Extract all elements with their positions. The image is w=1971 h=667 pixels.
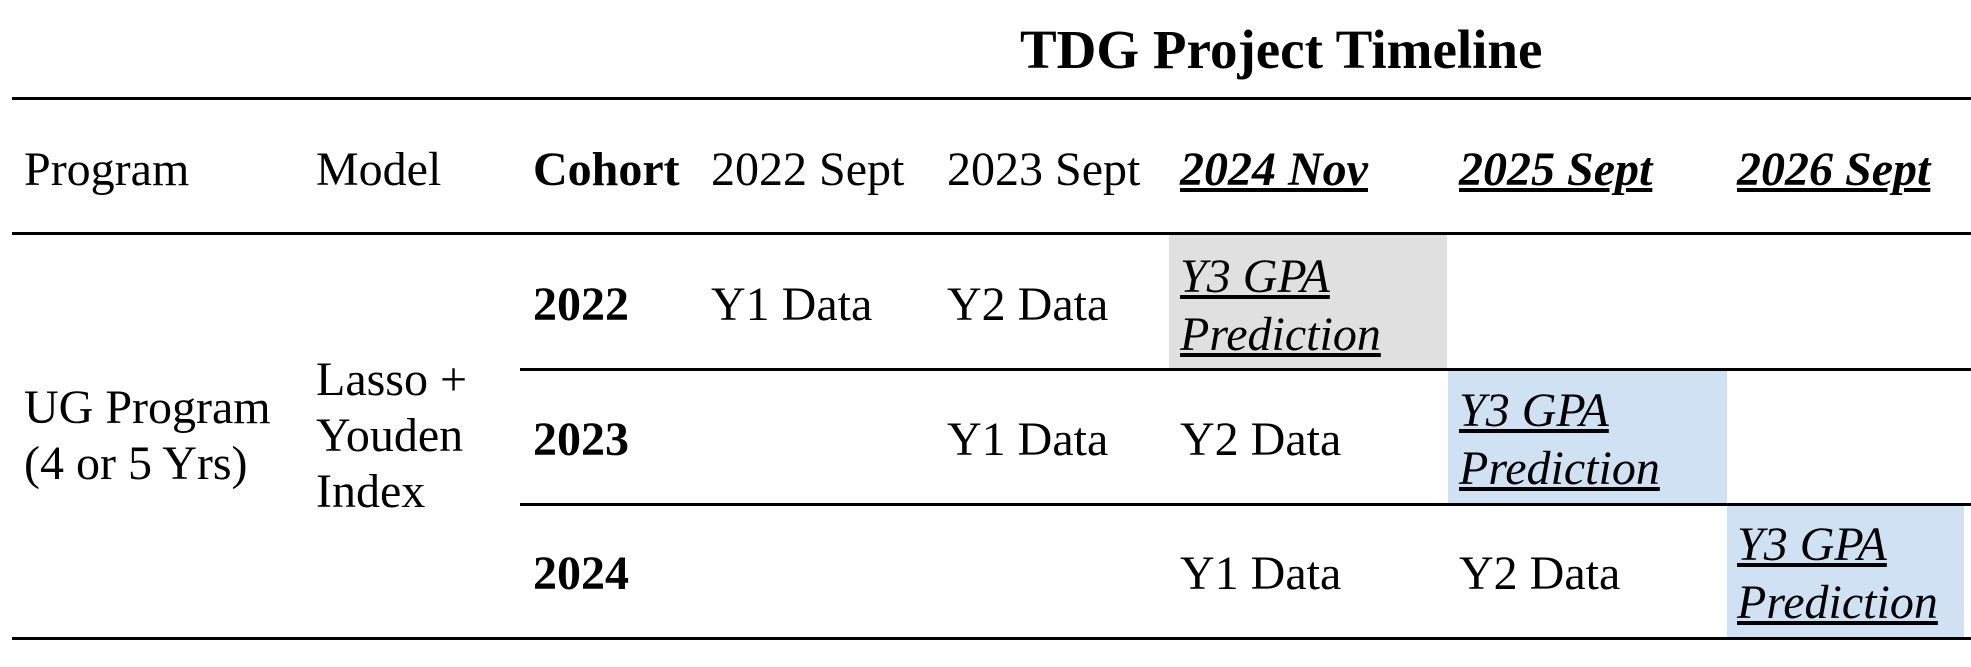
row-divider-2 (520, 503, 1971, 506)
header-2022-sept: 2022 Sept (711, 143, 905, 196)
page-title: TDG Project Timeline (1020, 19, 1543, 80)
header-2026-sept: 2026 Sept (1737, 143, 1931, 196)
row-2024-prediction: Y3 GPA Prediction (1737, 516, 1938, 632)
row-2022-prediction: Y3 GPA Prediction (1180, 248, 1381, 364)
program-line-1: UG Program (24, 381, 271, 434)
row-2022-y2-data: Y2 Data (947, 278, 1109, 331)
row-2023-y2-data: Y2 Data (1180, 413, 1342, 466)
cohort-2023: 2023 (533, 413, 629, 466)
model-line-3: Index (316, 465, 426, 518)
highlight-2025-sept (1448, 371, 1727, 503)
highlight-2024-nov (1169, 235, 1447, 368)
cohort-2022: 2022 (533, 278, 629, 331)
header-program: Program (24, 143, 190, 196)
prediction-line-1: Y3 GPA (1737, 518, 1887, 571)
header-2023-sept: 2023 Sept (947, 143, 1141, 196)
program-cell: UG Program (4 or 5 Yrs) (24, 380, 271, 492)
header-rule (12, 232, 1971, 235)
prediction-line-2: Prediction (1180, 308, 1381, 361)
row-2023-prediction: Y3 GPA Prediction (1459, 382, 1660, 498)
prediction-line-1: Y3 GPA (1180, 250, 1330, 303)
header-model: Model (316, 143, 442, 196)
model-cell: Lasso + Youden Index (316, 352, 467, 520)
model-line-1: Lasso + (316, 353, 468, 406)
highlight-2026-sept (1727, 506, 1964, 637)
model-line-2: Youden (316, 409, 464, 462)
header-2024-nov: 2024 Nov (1180, 143, 1368, 196)
row-2024-y1-data: Y1 Data (1180, 547, 1342, 600)
prediction-line-2: Prediction (1459, 442, 1660, 495)
row-divider-1 (520, 368, 1971, 371)
row-2023-y1-data: Y1 Data (947, 413, 1109, 466)
row-2022-y1-data: Y1 Data (711, 278, 873, 331)
program-line-2: (4 or 5 Yrs) (24, 437, 248, 490)
prediction-line-2: Prediction (1737, 576, 1938, 629)
row-2024-y2-data: Y2 Data (1459, 547, 1621, 600)
header-2025-sept: 2025 Sept (1459, 143, 1653, 196)
cohort-2024: 2024 (533, 547, 629, 600)
table-bottom-rule (12, 637, 1971, 640)
header-cohort: Cohort (533, 143, 680, 196)
prediction-line-1: Y3 GPA (1459, 384, 1609, 437)
table-top-rule (12, 97, 1971, 100)
